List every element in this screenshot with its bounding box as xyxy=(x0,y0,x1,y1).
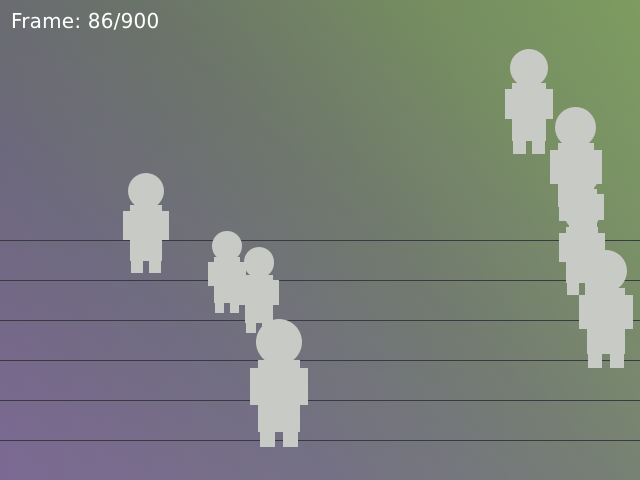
figure-leg-right xyxy=(149,261,162,273)
pedestrian-figure xyxy=(578,250,634,373)
figure-body xyxy=(587,287,625,354)
stair-line xyxy=(0,400,640,401)
figure-head xyxy=(128,173,164,209)
figure-leg-left xyxy=(513,141,526,154)
figure-body xyxy=(245,274,273,323)
stair-line xyxy=(0,280,640,281)
figure-body xyxy=(568,188,598,240)
figure-leg-left xyxy=(588,353,603,368)
pedestrian-figure xyxy=(123,173,169,277)
frame-counter: Frame: 86/900 xyxy=(11,9,160,33)
pedestrian-figure xyxy=(562,160,604,254)
pedestrian-figure xyxy=(504,49,554,158)
figure-head xyxy=(212,231,242,261)
figure-head xyxy=(255,319,303,366)
figure-body xyxy=(213,257,241,304)
pedestrian-figure xyxy=(249,319,309,452)
pedestrian-figure xyxy=(208,231,246,316)
figure-leg-right xyxy=(229,303,240,313)
figure-leg-left xyxy=(245,322,257,333)
stair-line xyxy=(0,360,640,361)
figure-leg-right xyxy=(532,141,545,154)
figure-leg-left xyxy=(569,239,581,250)
figure-body xyxy=(512,82,546,142)
figure-head xyxy=(566,160,600,193)
figure-head xyxy=(555,107,597,149)
figure-leg-right xyxy=(609,353,624,368)
figure-leg-left xyxy=(566,283,579,295)
stair-line xyxy=(0,240,640,241)
figure-leg-left xyxy=(130,261,143,273)
stair-line xyxy=(0,440,640,441)
figure-leg-left xyxy=(214,303,225,313)
figure-head xyxy=(243,247,275,278)
figure-body xyxy=(258,359,300,432)
figure-leg-right xyxy=(283,431,299,447)
stair-line xyxy=(0,320,640,321)
figure-head xyxy=(584,250,628,293)
figure-leg-left xyxy=(259,431,275,447)
figure-body xyxy=(129,205,163,261)
figure-leg-right xyxy=(585,239,597,250)
figure-head xyxy=(510,49,548,87)
